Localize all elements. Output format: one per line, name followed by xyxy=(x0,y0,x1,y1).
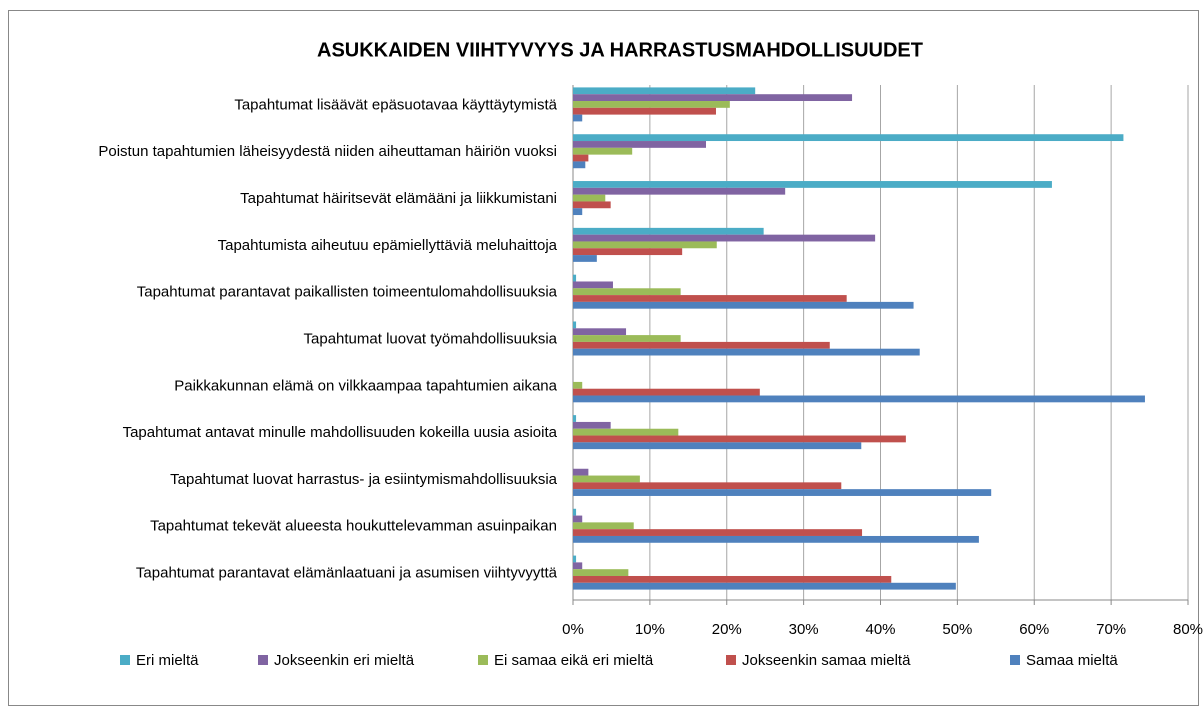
bar xyxy=(573,154,589,162)
legend-label: Samaa mieltä xyxy=(1026,652,1118,669)
bar xyxy=(573,241,717,249)
bar xyxy=(573,107,716,115)
bar xyxy=(573,134,1124,142)
bar xyxy=(573,201,611,209)
bar xyxy=(573,295,847,302)
y-tick-label: Poistun tapahtumien läheisyydestä niiden… xyxy=(98,143,557,160)
bar xyxy=(573,535,979,543)
bar xyxy=(573,388,760,396)
bar xyxy=(573,234,876,242)
x-tick-label: 40% xyxy=(865,621,895,638)
x-tick-label: 70% xyxy=(1096,621,1126,638)
bar xyxy=(573,468,589,476)
bar xyxy=(573,395,1145,403)
bar xyxy=(573,147,633,155)
legend-swatch xyxy=(726,655,736,665)
y-tick-label: Tapahtumat luovat harrastus- ja esiintym… xyxy=(170,471,558,488)
bar xyxy=(573,255,597,262)
bar xyxy=(573,101,730,108)
bar xyxy=(573,575,892,583)
bar xyxy=(573,187,786,195)
bar xyxy=(573,415,577,422)
y-tick-label: Tapahtumat parantavat elämänlaatuani ja … xyxy=(136,565,558,582)
bar xyxy=(573,435,906,443)
bar xyxy=(573,489,992,496)
bar xyxy=(573,555,577,563)
legend-label: Jokseenkin eri mieltä xyxy=(274,652,415,669)
bar xyxy=(573,274,577,282)
bar xyxy=(573,248,683,256)
x-tick-label: 10% xyxy=(635,621,665,638)
chart-title: ASUKKAIDEN VIIHTYVYYS JA HARRASTUSMAHDOL… xyxy=(317,39,923,61)
x-tick-label: 60% xyxy=(1019,621,1049,638)
bar xyxy=(573,301,914,309)
bar xyxy=(573,288,681,296)
bar xyxy=(573,208,583,216)
bar xyxy=(573,87,756,95)
y-tick-label: Tapahtumat tekevät alueesta houkutteleva… xyxy=(150,518,557,535)
bar xyxy=(573,482,842,490)
bar xyxy=(573,442,862,450)
y-tick-label: Tapahtumat lisäävät epäsuotavaa käyttäyt… xyxy=(234,96,557,113)
legend-label: Ei samaa eikä eri mieltä xyxy=(494,652,654,669)
bar xyxy=(573,508,577,516)
bar xyxy=(573,341,830,349)
y-tick-label: Paikkakunnan elämä on vilkkaampaa tapaht… xyxy=(174,377,557,394)
bar xyxy=(573,335,681,342)
bar xyxy=(573,194,606,202)
bar xyxy=(573,522,634,530)
x-tick-label: 50% xyxy=(942,621,972,638)
legend-swatch xyxy=(478,655,488,665)
bar xyxy=(573,94,853,102)
legend-swatch xyxy=(258,655,268,665)
bar xyxy=(573,428,679,436)
legend-label: Eri mieltä xyxy=(136,652,199,669)
bar xyxy=(573,515,583,523)
y-tick-label: Tapahtumat häiritsevät elämääni ja liikk… xyxy=(240,190,557,207)
bar xyxy=(573,582,956,590)
bar xyxy=(573,569,629,576)
bar xyxy=(573,562,583,570)
bar xyxy=(573,381,583,389)
bar xyxy=(573,227,764,235)
bar xyxy=(573,328,627,336)
y-tick-label: Tapahtumista aiheutuu epämiellyttäviä me… xyxy=(218,237,558,254)
x-tick-label: 30% xyxy=(789,621,819,638)
bar xyxy=(573,141,706,148)
bar xyxy=(573,348,920,356)
y-tick-label: Tapahtumat parantavat paikallisten toime… xyxy=(137,284,558,301)
y-tick-label: Tapahtumat luovat työmahdollisuuksia xyxy=(304,330,558,347)
legend-label: Jokseenkin samaa mieltä xyxy=(742,652,911,669)
legend-swatch xyxy=(120,655,130,665)
bar xyxy=(573,114,583,122)
chart-border xyxy=(8,10,1199,706)
y-tick-label: Tapahtumat antavat minulle mahdollisuude… xyxy=(123,424,558,441)
x-tick-label: 20% xyxy=(712,621,742,638)
bar xyxy=(573,181,1052,188)
bar xyxy=(573,321,577,329)
x-tick-label: 80% xyxy=(1173,621,1203,638)
legend-swatch xyxy=(1010,655,1020,665)
bar xyxy=(573,281,613,289)
bar xyxy=(573,161,586,169)
bar xyxy=(573,529,863,536)
bar xyxy=(573,421,611,429)
x-tick-label: 0% xyxy=(562,621,584,638)
bar xyxy=(573,475,640,483)
